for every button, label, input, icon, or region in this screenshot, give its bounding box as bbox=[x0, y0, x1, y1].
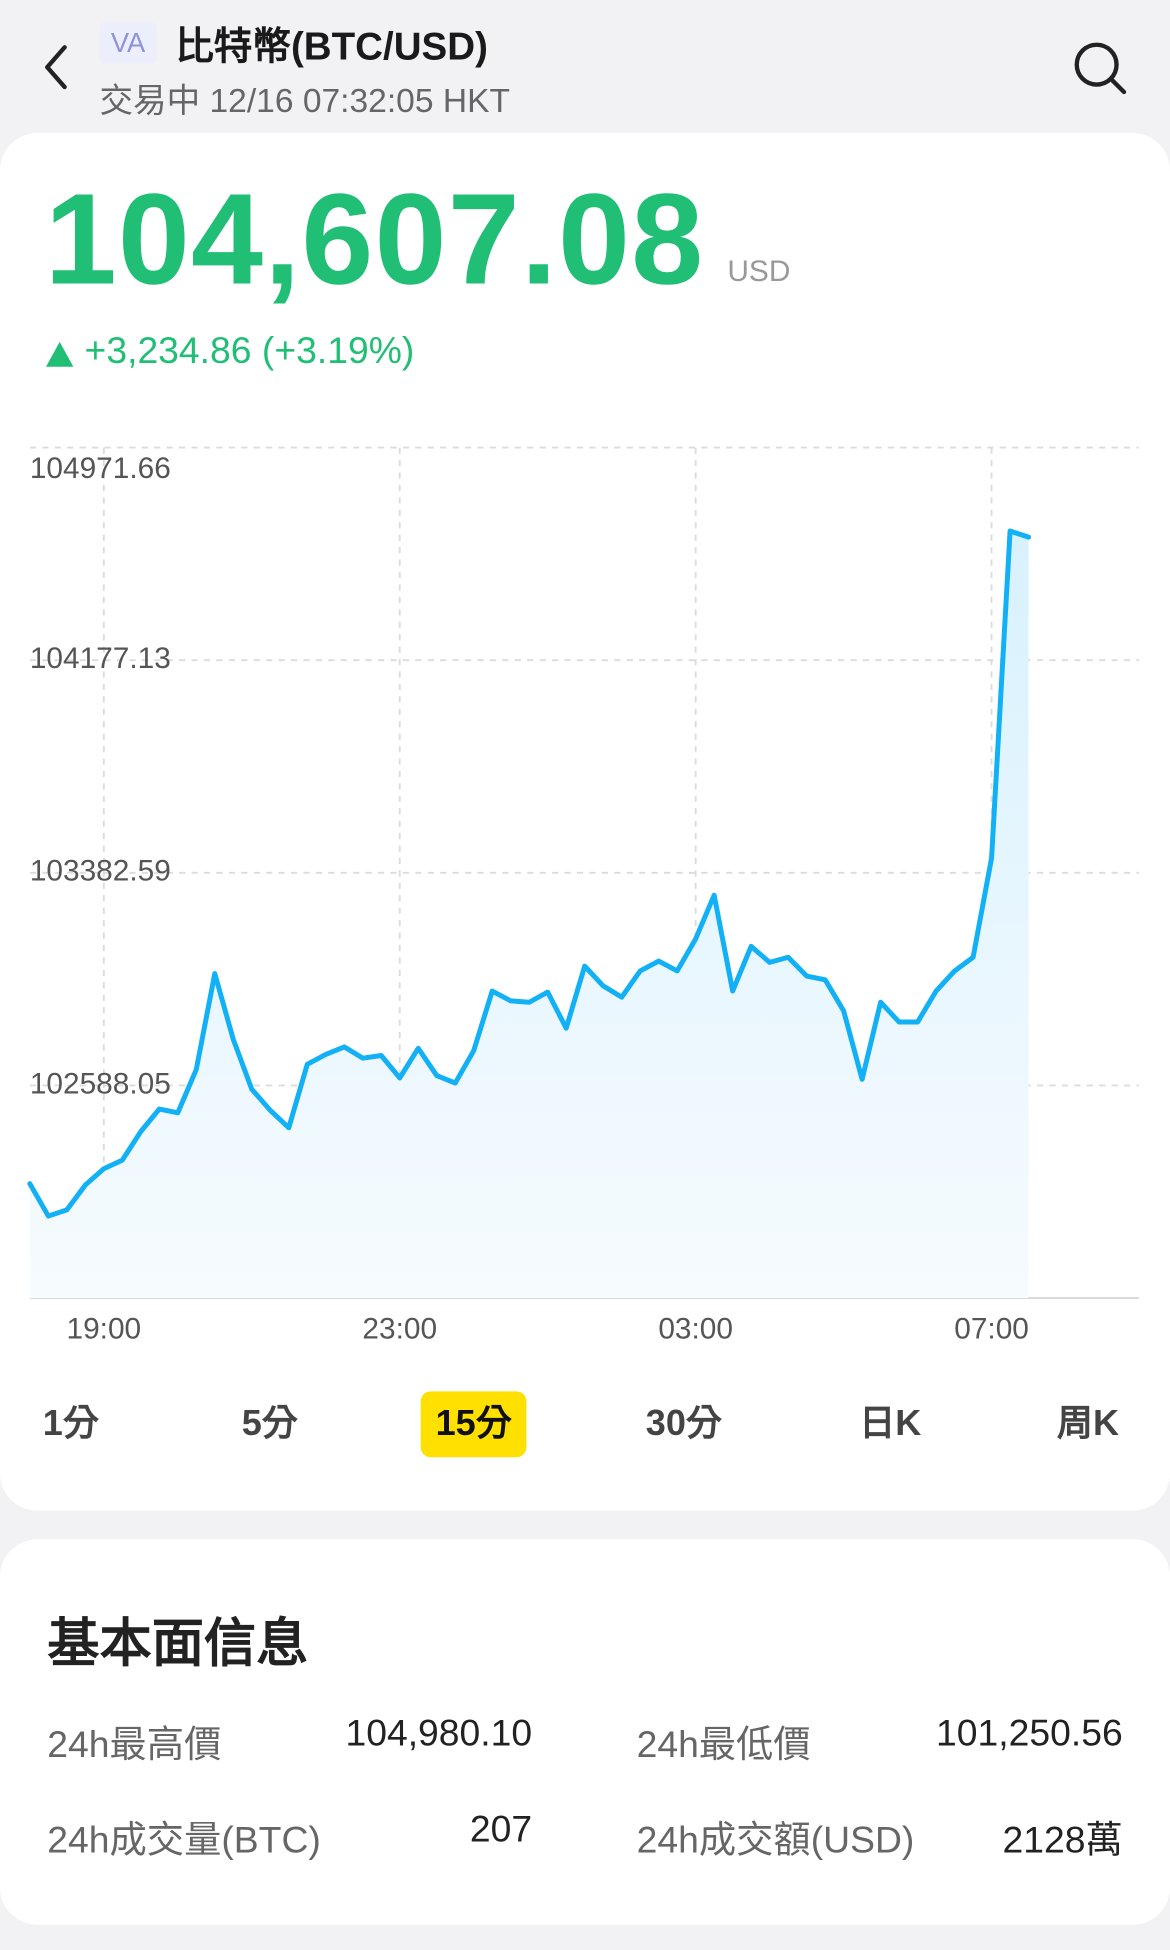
stat-value: 2128萬 bbox=[1002, 1820, 1123, 1862]
up-arrow bbox=[46, 341, 74, 367]
status: 交易中 12/16 07:32:05 HKT bbox=[99, 82, 510, 120]
x-tick-label: 19:00 bbox=[66, 1312, 141, 1345]
interval-button[interactable]: 15分 bbox=[420, 1391, 527, 1458]
y-tick-label: 103382.59 bbox=[30, 855, 171, 888]
stat-value: 104,980.10 bbox=[345, 1713, 533, 1755]
x-tick-label: 03:00 bbox=[658, 1312, 733, 1345]
section-title: 基本面信息 bbox=[47, 1613, 309, 1673]
stat-label: 24h最低價 bbox=[636, 1724, 811, 1766]
y-tick-label: 104177.13 bbox=[30, 642, 171, 675]
currency: USD bbox=[727, 254, 791, 289]
stat-label: 24h成交額(USD) bbox=[636, 1820, 915, 1862]
interval-button[interactable]: 周K bbox=[1056, 1403, 1119, 1444]
stat-label: 24h最高價 bbox=[47, 1724, 222, 1766]
price-line bbox=[27, 528, 1032, 1219]
fundamentals-card bbox=[0, 1539, 1170, 1925]
price-change: +3,234.86 (+3.19%) bbox=[84, 330, 415, 372]
back-button[interactable] bbox=[37, 42, 79, 92]
y-tick-label: 104971.66 bbox=[30, 452, 171, 485]
x-tick-label: 23:00 bbox=[362, 1312, 437, 1345]
y-tick-label: 102588.05 bbox=[30, 1067, 171, 1100]
interval-button[interactable]: 1分 bbox=[42, 1403, 99, 1444]
price: 104,607.08 bbox=[44, 167, 705, 313]
stat-label: 24h成交量(BTC) bbox=[47, 1820, 321, 1862]
area bbox=[29, 531, 1029, 1299]
interval-button[interactable]: 30分 bbox=[645, 1403, 722, 1444]
chart: 19:0023:0003:0007:00101793.52102588.0510… bbox=[27, 446, 1139, 1345]
stat-value: 101,250.56 bbox=[936, 1713, 1123, 1755]
interval-button[interactable]: 5分 bbox=[241, 1403, 298, 1444]
page-title: 比特幣(BTC/USD) bbox=[175, 24, 488, 69]
badge: VA bbox=[99, 22, 157, 64]
search-button[interactable] bbox=[1069, 37, 1131, 99]
interval-button[interactable]: 日K bbox=[859, 1403, 922, 1444]
x-tick-label: 07:00 bbox=[954, 1312, 1029, 1345]
stat-value: 207 bbox=[469, 1809, 533, 1851]
